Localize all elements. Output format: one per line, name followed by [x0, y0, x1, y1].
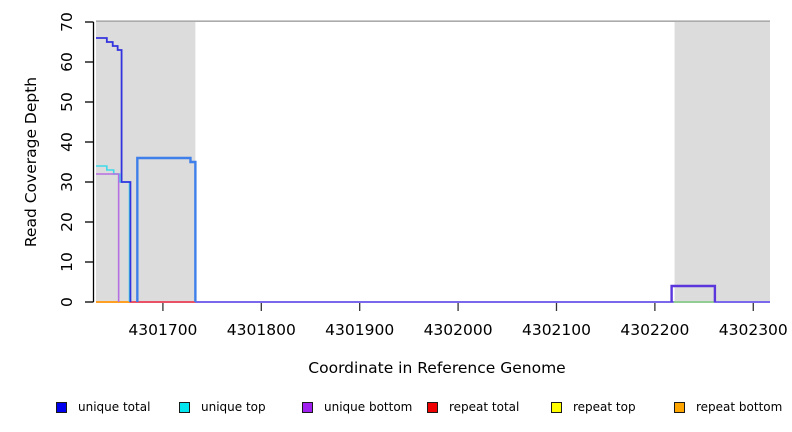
legend-label: unique top	[201, 400, 266, 414]
legend-item-repeat-bottom: repeat bottom	[674, 398, 782, 416]
y-tick-label: 10	[58, 252, 76, 272]
x-tick-label: 4302200	[620, 321, 689, 339]
legend-item-repeat-total: repeat total	[427, 398, 519, 416]
plot-dynamic-layer: 0 10 20 30 40 50 60 70 4301700 4301800 4301900 4302…	[58, 12, 788, 339]
repeat-region-right	[674, 21, 770, 302]
series-unique-total-block	[136, 156, 197, 302]
x-tick-label: 4302300	[719, 321, 788, 339]
legend: unique total unique top unique bottom repea…	[0, 398, 792, 420]
legend-swatch-icon	[302, 401, 313, 413]
legend-label: repeat bottom	[696, 400, 783, 414]
legend-swatch-icon	[56, 401, 67, 413]
legend-item-unique-total: unique total	[56, 398, 150, 416]
y-tick-label: 20	[58, 212, 76, 232]
y-tick-label: 60	[58, 52, 76, 72]
x-tick-label: 4301900	[325, 321, 394, 339]
legend-label: unique total	[78, 400, 151, 414]
legend-item-unique-bottom: unique bottom	[302, 398, 412, 416]
repeat-region-left	[96, 21, 196, 302]
series-unique-total	[96, 37, 132, 302]
y-tick-label: 40	[58, 132, 76, 152]
series-unique-bottom	[96, 173, 120, 302]
legend-item-unique-top: unique top	[179, 398, 266, 416]
legend-swatch-icon	[427, 401, 438, 413]
legend-label: unique bottom	[324, 400, 413, 414]
y-axis-title: Read Coverage Depth	[22, 77, 40, 247]
y-tick-label: 0	[58, 297, 76, 307]
legend-swatch-icon	[674, 401, 685, 413]
x-tick-label: 4301800	[227, 321, 296, 339]
x-tick-label: 4302000	[424, 321, 493, 339]
legend-label: repeat total	[449, 400, 520, 414]
legend-swatch-icon	[179, 401, 190, 413]
coverage-plot: 0 10 20 30 40 50 60 70 4301700 4301800 4301900 4302…	[22, 12, 788, 377]
x-tick-label: 4301700	[128, 321, 197, 339]
legend-label: repeat top	[573, 400, 636, 414]
legend-item-repeat-top: repeat top	[551, 398, 636, 416]
x-axis-title: Coordinate in Reference Genome	[308, 359, 565, 377]
series-unique-total-bottom-bump	[670, 284, 717, 302]
x-tick-label: 4302100	[522, 321, 591, 339]
y-tick-label: 70	[58, 12, 76, 32]
y-tick-label: 50	[58, 92, 76, 112]
y-tick-label: 30	[58, 172, 76, 192]
legend-swatch-icon	[551, 401, 562, 413]
